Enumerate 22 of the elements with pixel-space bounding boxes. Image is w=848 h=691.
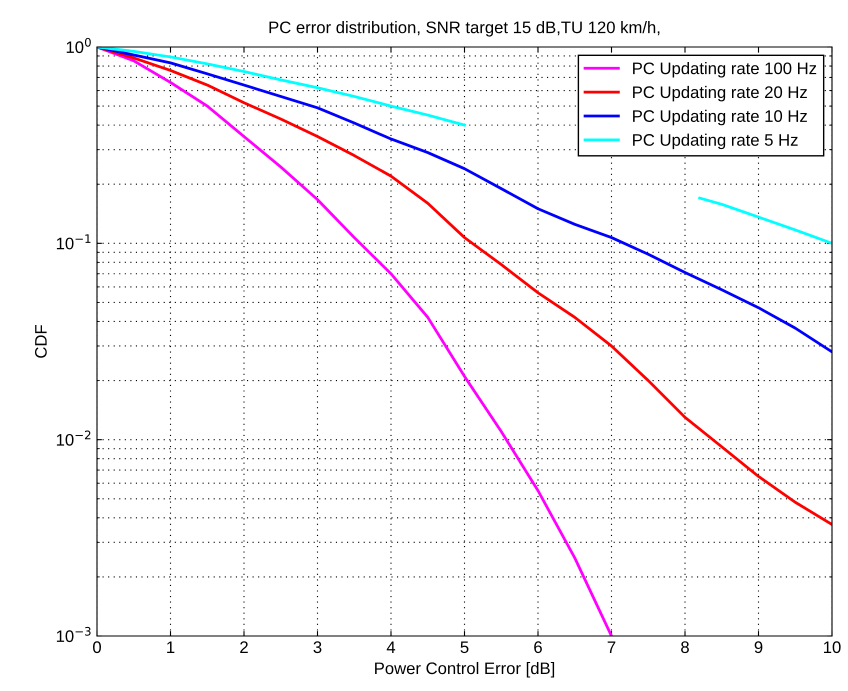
x-tick-label: 1	[167, 641, 174, 653]
x-tick-label: 0	[93, 641, 101, 654]
y-tick-label: 10$^{0}$	[66, 38, 91, 54]
legend-label: PC Updating rate 100 Hz	[633, 62, 816, 78]
y-axis-title: CDF	[34, 325, 47, 358]
x-tick-label: 8	[681, 641, 689, 654]
x-tick-label: 6	[534, 641, 542, 654]
legend-label: PC Updating rate 10 Hz	[633, 110, 807, 126]
x-tick-label: 10	[824, 641, 841, 654]
x-tick-label: 2	[240, 641, 248, 653]
x-tick-label: 4	[386, 641, 396, 653]
legend-label: PC Updating rate 5 Hz	[633, 134, 798, 150]
x-tick-label: 9	[754, 641, 762, 654]
x-tick-label: 5	[460, 641, 468, 654]
y-tick-label: 10$^{−1}$	[56, 234, 90, 250]
x-tick-label: 7	[608, 641, 616, 653]
x-tick-label: 3	[314, 641, 322, 654]
legend-label: PC Updating rate 20 Hz	[633, 86, 807, 102]
y-tick-label: 10$^{−2}$	[56, 430, 90, 446]
chart-title: PC error distribution, SNR target 15 dB,TU 120 km/h,	[270, 21, 660, 37]
y-tick-label: 10$^{−3}$	[56, 626, 91, 642]
x-axis-title: Power Control Error [dB]	[375, 662, 554, 678]
